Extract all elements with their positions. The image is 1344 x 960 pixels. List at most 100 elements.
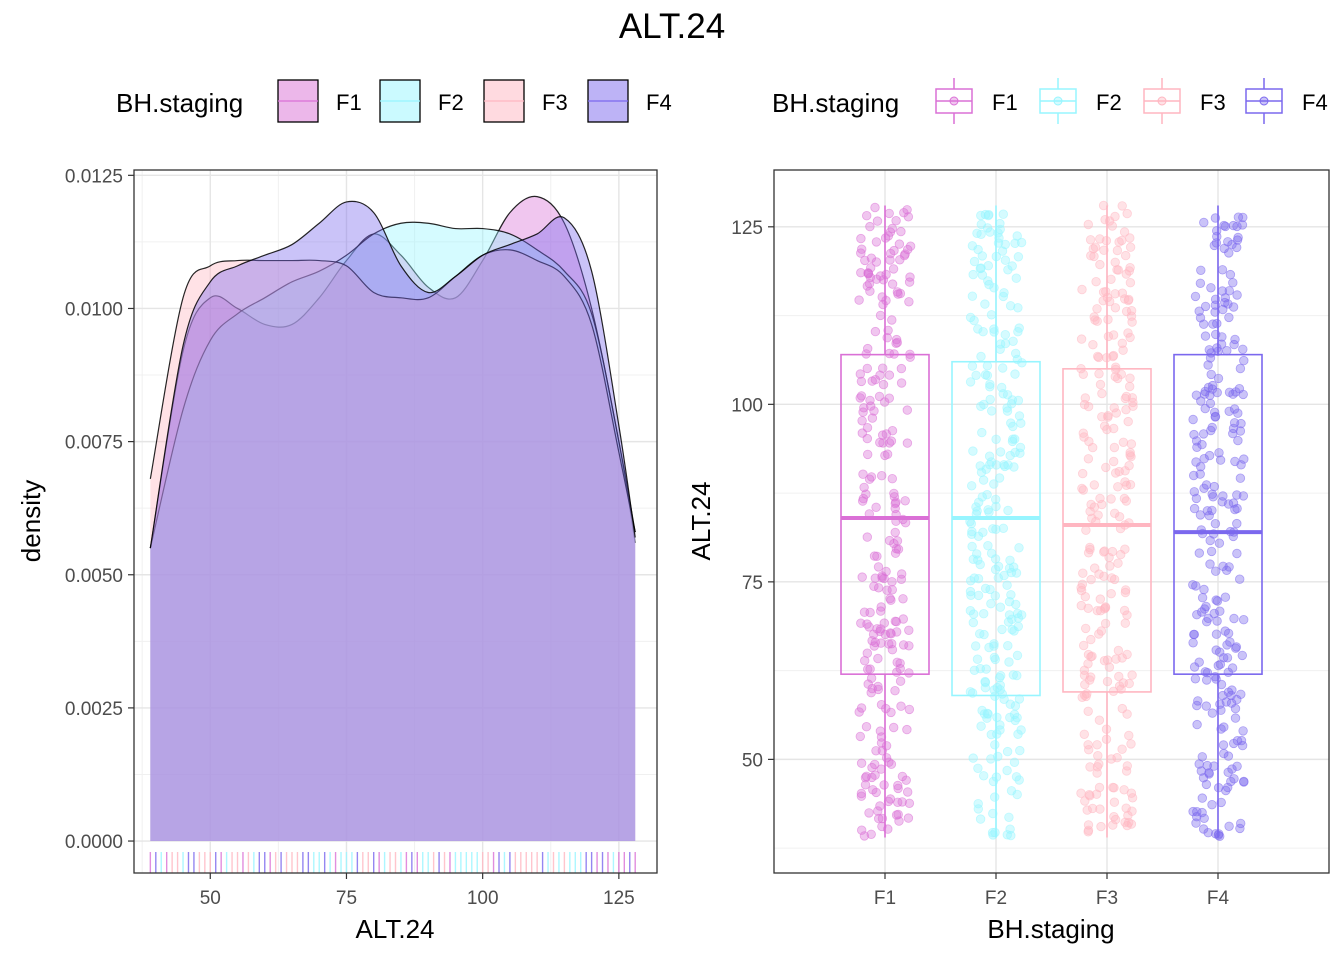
jitter-point xyxy=(973,804,984,814)
jitter-point xyxy=(1200,331,1211,341)
jitter-point xyxy=(1120,477,1130,487)
jitter-point xyxy=(998,523,1009,534)
jitter-point xyxy=(1086,652,1096,662)
jitter-point xyxy=(1087,803,1098,814)
jitter-point xyxy=(1196,607,1207,617)
jitter-point xyxy=(1225,269,1236,280)
jitter-point xyxy=(1237,650,1248,661)
jitter-point xyxy=(1201,701,1212,711)
jitter-point xyxy=(1205,353,1216,363)
jitter-point xyxy=(1115,549,1126,560)
jitter-point xyxy=(983,541,993,551)
jitter-point xyxy=(1127,670,1137,680)
density-area-f1 xyxy=(150,196,636,842)
jitter-point xyxy=(1197,439,1207,450)
jitter-point xyxy=(986,729,997,740)
jitter-point xyxy=(1077,483,1087,494)
jitter-point xyxy=(859,831,870,841)
jitter-point xyxy=(979,709,990,719)
jitter-point xyxy=(1228,423,1239,434)
jitter-point xyxy=(882,585,892,595)
jitter-point xyxy=(1082,805,1092,815)
jitter-point xyxy=(973,590,984,601)
jitter-point xyxy=(1194,548,1205,558)
jitter-point xyxy=(969,609,979,619)
jitter-point xyxy=(967,291,978,301)
x-tick-label: 125 xyxy=(603,888,635,909)
jitter-point xyxy=(1218,491,1228,501)
jitter-point xyxy=(1121,766,1132,776)
jitter-point xyxy=(1110,289,1120,299)
jitter-point xyxy=(1210,519,1221,529)
x-tick-label: 75 xyxy=(336,888,357,909)
jitter-point xyxy=(966,590,976,601)
jitter-point xyxy=(966,519,977,529)
density-area-f2 xyxy=(150,222,636,842)
jitter-point xyxy=(1007,614,1017,625)
jitter-point xyxy=(1222,653,1233,663)
jitter-point xyxy=(1224,248,1234,258)
jitter-point xyxy=(1224,286,1235,296)
jitter-point xyxy=(1215,606,1225,616)
jitter-point xyxy=(903,813,914,823)
jitter-point xyxy=(1094,629,1104,639)
jitter-point xyxy=(862,619,872,629)
jitter-point xyxy=(890,686,900,696)
jitter-point xyxy=(990,654,1001,665)
y-tick-label: 0.0050 xyxy=(65,566,123,587)
jitter-point xyxy=(1080,623,1091,634)
jitter-point xyxy=(865,664,875,674)
jitter-point xyxy=(860,780,871,790)
jitter-point xyxy=(892,667,902,677)
jitter-point xyxy=(1005,699,1016,709)
jitter-point xyxy=(857,825,867,835)
legend-left: BH.staging F1 F2 F3 F4 xyxy=(116,79,672,123)
jitter-point xyxy=(977,492,988,502)
jitter-point xyxy=(897,771,908,782)
jitter-point xyxy=(999,570,1009,581)
jitter-point xyxy=(858,496,868,506)
jitter-point xyxy=(1215,455,1226,465)
jitter-point xyxy=(889,492,900,502)
x-tick-label: 100 xyxy=(467,888,499,909)
jitter-point xyxy=(887,474,898,484)
jitter-point xyxy=(1106,494,1116,504)
jitter-point xyxy=(870,759,880,770)
jitter-point xyxy=(982,361,993,371)
jitter-point xyxy=(1013,395,1024,406)
jitter-point xyxy=(1188,414,1198,425)
jitter-point xyxy=(1192,610,1202,620)
jitter-point xyxy=(1226,690,1236,701)
jitter-point xyxy=(1016,725,1026,735)
jitter-point xyxy=(905,272,915,282)
jitter-point xyxy=(971,370,981,381)
jitter-point xyxy=(1199,217,1209,228)
jitter-point xyxy=(988,524,998,534)
jitter-point xyxy=(1010,369,1020,379)
jitter-point xyxy=(1117,288,1128,298)
jitter-point xyxy=(1128,397,1138,408)
jitter-point xyxy=(1000,255,1011,265)
jitter-point xyxy=(980,683,991,693)
jitter-point xyxy=(885,255,895,265)
jitter-point xyxy=(1223,299,1233,309)
jitter-point xyxy=(1106,573,1117,583)
jitter-point xyxy=(875,370,885,380)
jitter-point xyxy=(967,241,978,251)
jitter-point xyxy=(1004,563,1015,574)
jitter-point xyxy=(1188,638,1198,648)
jitter-point xyxy=(1005,712,1015,723)
jitter-point xyxy=(878,379,889,390)
jitter-point xyxy=(1214,448,1224,458)
jitter-point xyxy=(993,573,1004,583)
jitter-point xyxy=(1014,775,1024,785)
jitter-point xyxy=(1117,653,1127,663)
jitter-point xyxy=(1205,559,1215,569)
jitter-point xyxy=(861,489,871,499)
jitter-point xyxy=(1097,499,1107,510)
jitter-point xyxy=(879,618,890,628)
jitter-point xyxy=(1105,561,1115,571)
jitter-point xyxy=(1192,719,1202,730)
jitter-point xyxy=(980,583,991,594)
jitter-point xyxy=(1100,603,1111,613)
